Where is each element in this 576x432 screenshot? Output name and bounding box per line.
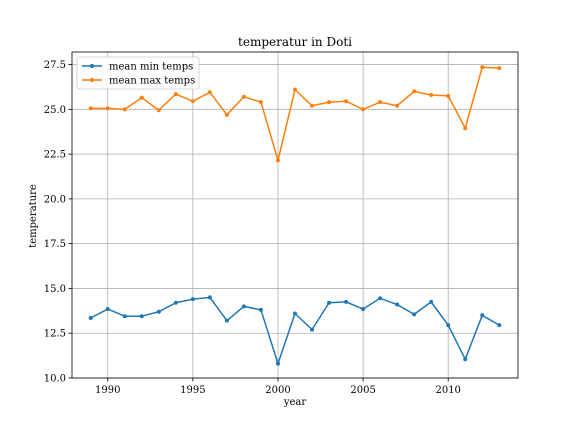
series-line	[90, 296, 500, 365]
data-point	[463, 126, 468, 131]
data-point	[241, 304, 246, 309]
y-tick-label: 25.0	[44, 105, 66, 116]
x-tick-label: 2010	[435, 385, 460, 396]
data-point	[361, 107, 366, 112]
legend-marker	[90, 64, 94, 68]
data-point	[480, 313, 485, 318]
data-point	[463, 357, 468, 362]
data-point	[395, 103, 400, 108]
y-tick-label: 27.5	[44, 60, 66, 71]
legend-marker	[90, 78, 94, 82]
x-tick-label: 2000	[265, 385, 290, 396]
plot-frame	[71, 51, 519, 379]
data-point	[173, 300, 178, 305]
data-point	[156, 108, 161, 113]
legend-label: mean max temps	[109, 76, 195, 87]
y-tick-label: 10.0	[44, 374, 66, 385]
data-point	[412, 89, 417, 94]
data-point	[344, 99, 349, 104]
x-axis-label: year	[283, 397, 307, 408]
data-point	[105, 307, 110, 312]
data-point	[497, 66, 502, 71]
data-point	[207, 90, 212, 95]
data-point	[105, 106, 110, 111]
data-point	[173, 92, 178, 97]
data-point	[429, 92, 434, 97]
legend-item: mean min temps	[82, 62, 193, 73]
data-point	[310, 327, 315, 332]
data-point	[429, 299, 434, 304]
data-point	[122, 314, 127, 319]
data-point	[122, 107, 127, 112]
data-point	[480, 65, 485, 70]
data-point	[293, 87, 297, 92]
data-point	[378, 296, 383, 301]
data-point	[310, 103, 315, 108]
x-tick-label: 1990	[95, 385, 120, 396]
data-point	[327, 100, 332, 105]
data-point	[258, 100, 263, 105]
data-point	[88, 106, 93, 111]
data-point	[344, 299, 349, 304]
legend-label: mean min temps	[109, 62, 193, 73]
data-point	[224, 318, 229, 323]
series-max-temps	[88, 65, 502, 163]
data-point	[258, 307, 263, 312]
data-point	[327, 300, 332, 305]
x-tick-label: 2005	[350, 385, 375, 396]
y-axis: 10.0 12.5 15.0 17.5 20.0 22.5 25.0 27.5	[44, 60, 72, 385]
series-layer	[88, 65, 502, 366]
y-tick-label: 17.5	[44, 239, 66, 250]
data-point	[224, 112, 229, 117]
legend: mean min temps mean max temps	[76, 56, 200, 90]
data-point	[361, 307, 366, 312]
y-axis-label: temperature	[28, 184, 39, 248]
x-tick-label: 1995	[180, 385, 205, 396]
data-point	[378, 100, 383, 105]
y-tick-label: 20.0	[44, 194, 66, 205]
data-point	[190, 99, 195, 104]
data-point	[412, 312, 417, 317]
x-axis: 1990 1995 2000 2005 2010	[95, 378, 461, 396]
data-point	[275, 158, 280, 163]
legend-box	[76, 56, 200, 90]
data-point	[156, 309, 161, 314]
data-point	[88, 315, 93, 320]
data-point	[139, 314, 144, 319]
legend-item: mean max temps	[82, 76, 195, 87]
data-point	[293, 311, 297, 316]
data-point	[446, 323, 451, 328]
data-point	[275, 361, 280, 366]
data-point	[190, 297, 195, 302]
data-point	[207, 295, 212, 300]
data-point	[395, 302, 400, 307]
y-tick-label: 15.0	[44, 284, 66, 295]
data-point	[241, 94, 246, 99]
data-point	[497, 323, 502, 328]
data-point	[446, 93, 451, 98]
series-min-temps	[88, 295, 502, 366]
y-tick-label: 22.5	[44, 150, 66, 161]
data-point	[139, 95, 144, 100]
y-tick-label: 12.5	[44, 329, 66, 340]
chart-title: temperatur in Doti	[238, 35, 352, 49]
